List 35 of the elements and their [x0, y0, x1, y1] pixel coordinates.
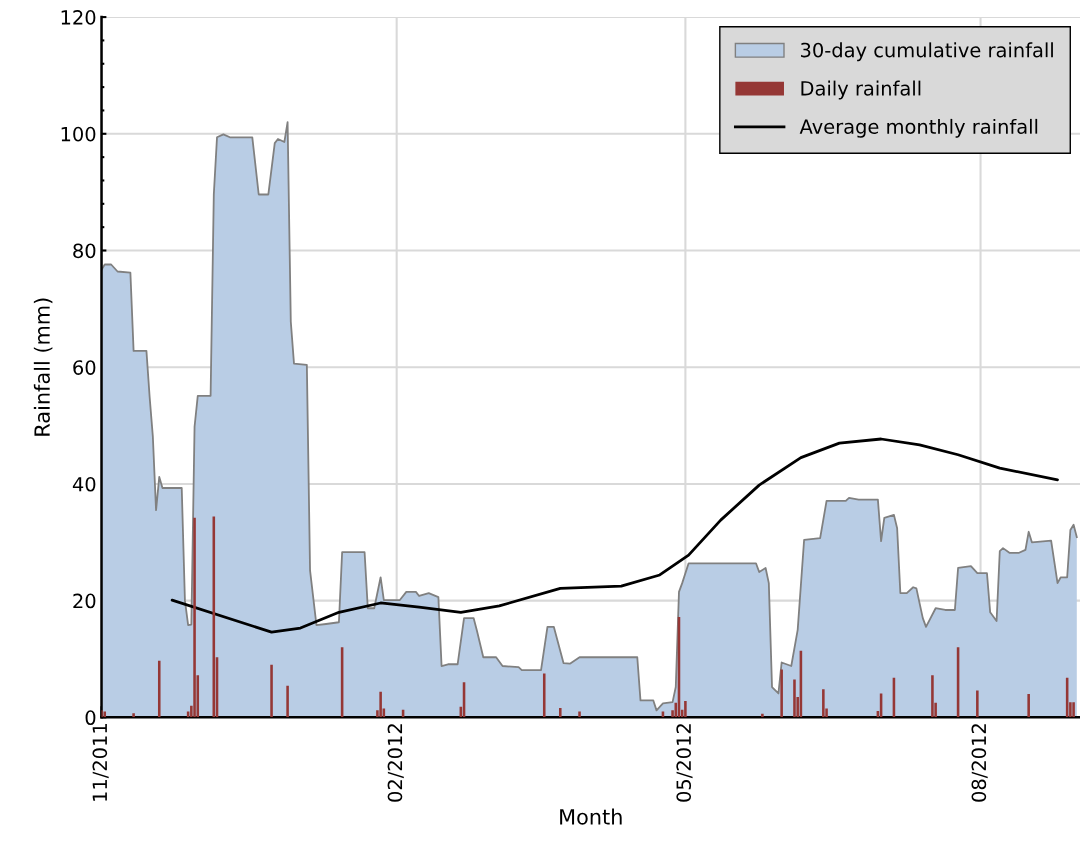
- bar: [379, 691, 382, 718]
- bar: [931, 675, 934, 718]
- bar: [193, 517, 196, 718]
- legend-label: Daily rainfall: [801, 80, 921, 100]
- bar: [793, 679, 796, 718]
- bar: [1027, 694, 1030, 718]
- bar: [761, 713, 764, 718]
- y-tick-label: 60: [73, 360, 96, 375]
- bar: [780, 669, 783, 718]
- bar: [270, 664, 273, 718]
- bar: [684, 701, 687, 718]
- y-tick-label: 0: [85, 710, 96, 726]
- y-tick-label: 80: [73, 243, 96, 259]
- x-tick-label: 11/2011: [92, 724, 109, 801]
- bar: [822, 689, 825, 718]
- x-tick-label: 08/2012: [971, 724, 988, 802]
- x-axis-title: Month: [560, 808, 622, 825]
- legend-label: 30-day cumulative rainfall: [801, 42, 1053, 62]
- bar: [1072, 702, 1075, 718]
- y-tick-label: 120: [61, 10, 96, 25]
- bar: [542, 673, 546, 718]
- legend-label: Average monthly rainfall: [799, 118, 1038, 138]
- bar: [578, 711, 581, 718]
- y-tick-label: 20: [73, 593, 96, 609]
- x-tick-label: 05/2012: [676, 724, 693, 802]
- x-tick-label: 02/2012: [387, 724, 404, 802]
- y-tick-label: 100: [61, 126, 96, 142]
- line-series: [170, 437, 1059, 634]
- bar: [157, 660, 161, 718]
- bar: [132, 713, 135, 718]
- bar: [976, 690, 979, 718]
- bar: [286, 685, 289, 718]
- bar: [559, 708, 562, 718]
- y-tick-label: 40: [72, 476, 96, 492]
- y-axis-title: Rainfall (mm): [33, 298, 53, 436]
